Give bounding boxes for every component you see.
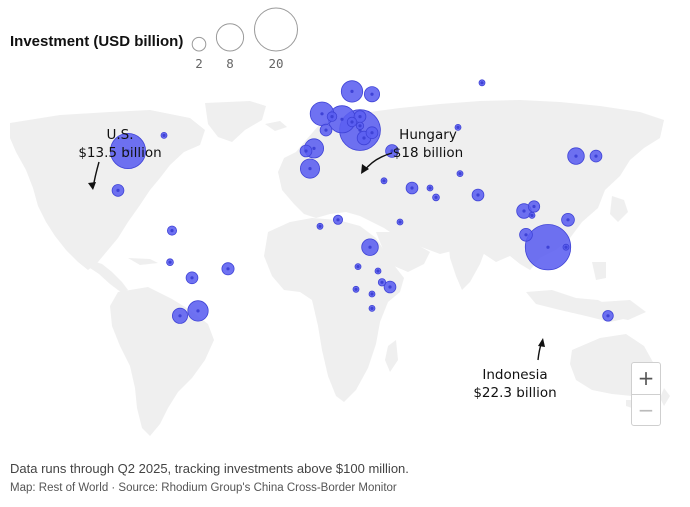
bubble-center-dot	[594, 154, 598, 158]
bubble-center-dot	[370, 131, 374, 135]
bubble-center-dot	[370, 292, 374, 296]
bubble-center-dot	[170, 229, 174, 233]
bubble-center-dot	[304, 149, 308, 153]
indonesia-value: $22.3 billion	[473, 385, 556, 401]
bubble-center-dot	[566, 218, 570, 222]
bubble-center-dot	[368, 245, 372, 249]
bubble-center-dot	[380, 280, 384, 284]
indonesia-arrowhead	[538, 338, 545, 347]
legend-circle-8	[215, 23, 245, 52]
legend-circle-20	[254, 7, 298, 52]
bubble-center-dot	[522, 209, 526, 213]
zoom-controls: + −	[631, 362, 661, 426]
bubble-center-dot	[336, 218, 340, 222]
us-arrowhead	[88, 182, 96, 190]
zoom-in-button[interactable]: +	[637, 366, 655, 391]
bubble-center-dot	[126, 149, 130, 153]
annotation-arrows	[88, 152, 545, 361]
bubble-center-dot	[162, 133, 166, 137]
bubble-center-dot	[574, 154, 578, 158]
bubble-center-dot	[398, 220, 402, 224]
bubble-center-dot	[350, 89, 354, 93]
bubble-center-dot	[370, 306, 374, 310]
investment-bubbles[interactable]	[110, 79, 614, 324]
bubble-center-dot	[168, 260, 172, 264]
bubble-center-dot	[546, 245, 550, 249]
bubble-center-dot	[532, 204, 536, 209]
zoom-out-button[interactable]: −	[632, 393, 660, 426]
us-value: $13.5 billion	[78, 145, 161, 161]
us-label: U.S.	[106, 127, 133, 143]
bubble-center-dot	[434, 195, 438, 199]
bubble-center-dot	[480, 81, 484, 85]
hungary-arrowhead	[361, 164, 369, 174]
bubble-center-dot	[354, 287, 358, 291]
annotations: U.S. $13.5 billion Hungary $18 billion I…	[78, 127, 556, 401]
bubble-center-dot	[530, 213, 534, 217]
bubble-center-dot	[358, 115, 362, 119]
source-credit: Map: Rest of World · Source: Rhodium Gro…	[10, 482, 397, 494]
legend-circle-2	[191, 36, 207, 52]
bubble-center-dot	[324, 128, 328, 132]
bubble-center-dot	[178, 314, 182, 318]
hungary-label: Hungary	[399, 127, 457, 143]
bubble-center-dot	[308, 167, 312, 171]
bubble-center-dot	[564, 245, 568, 249]
bubble-center-dot	[312, 146, 316, 150]
bubble-center-dot	[320, 112, 324, 116]
size-legend: 2 8 20	[191, 7, 298, 71]
footnote: Data runs through Q2 2025, tracking inve…	[10, 461, 409, 476]
bubble-center-dot	[116, 188, 120, 192]
bubble-center-dot	[190, 276, 194, 280]
bubble-center-dot	[350, 120, 354, 124]
bubble-center-dot	[524, 233, 528, 237]
bubble-center-dot	[196, 309, 200, 313]
legend-label-8: 8	[226, 56, 234, 71]
bubble-center-dot	[330, 115, 334, 119]
bubble-center-dot	[340, 117, 344, 121]
legend-title: Investment (USD billion)	[10, 33, 184, 50]
bubble-center-dot	[388, 285, 392, 289]
bubble-center-dot	[456, 125, 460, 129]
bubble-center-dot	[356, 265, 360, 269]
bubble-center-dot	[226, 267, 230, 271]
bubble-center-dot	[382, 179, 386, 183]
bubble-center-dot	[476, 193, 480, 197]
bubble-center-dot	[458, 172, 462, 176]
bubble-center-dot	[376, 269, 380, 273]
bubble-center-dot	[362, 136, 366, 140]
bubble-center-dot	[390, 149, 394, 153]
bubble-center-dot	[358, 124, 362, 128]
bubble-center-dot	[370, 92, 374, 96]
hungary-value: $18 billion	[393, 145, 463, 161]
legend-label-2: 2	[195, 56, 203, 71]
bubble-center-dot	[318, 224, 322, 228]
legend-label-20: 20	[268, 56, 283, 71]
indonesia-label: Indonesia	[482, 367, 547, 383]
bubble-center-dot	[428, 186, 432, 190]
bubble-center-dot	[606, 314, 610, 318]
bubble-center-dot	[410, 186, 414, 190]
